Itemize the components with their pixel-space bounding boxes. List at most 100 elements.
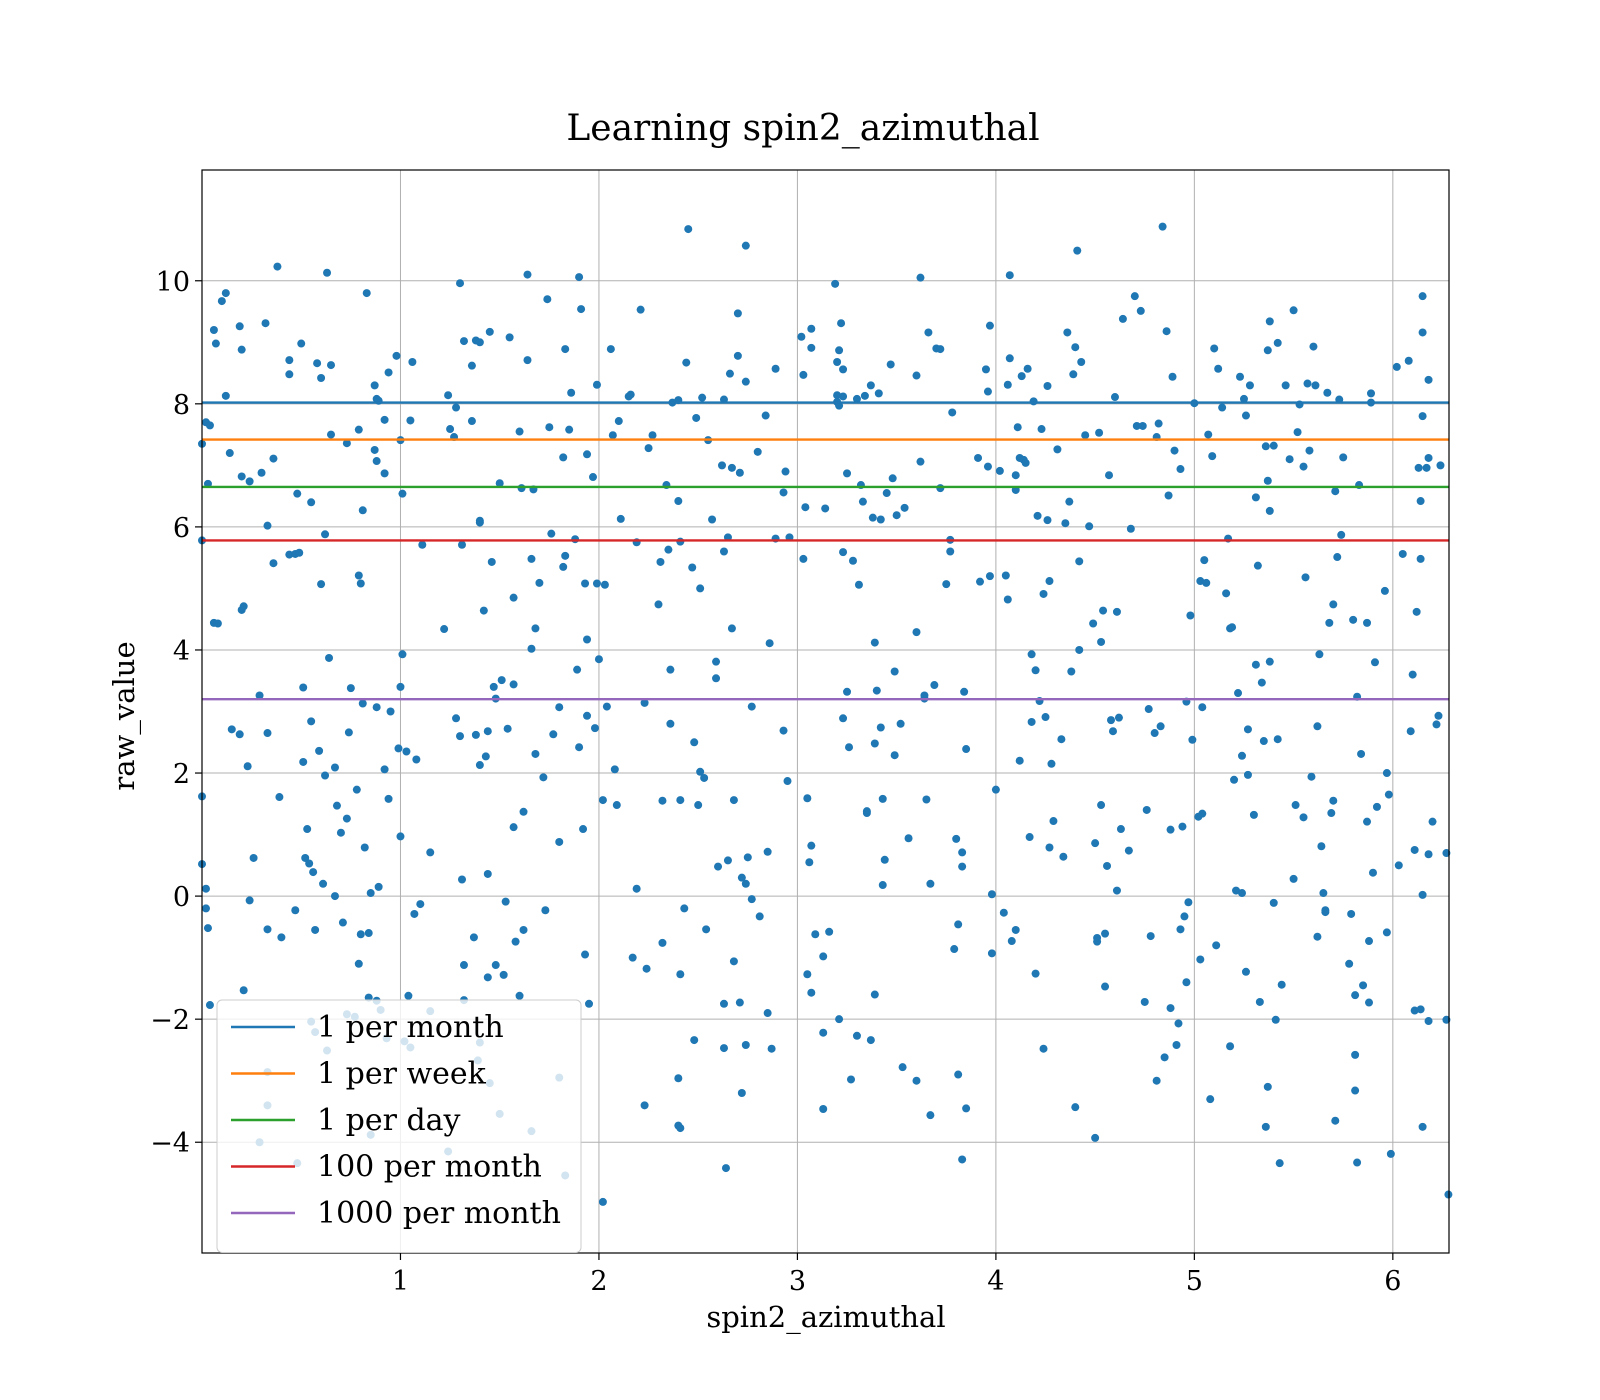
scatter-point <box>1025 833 1034 842</box>
scatter-point <box>1001 571 1010 580</box>
scatter-point <box>664 545 673 554</box>
scatter-point <box>960 687 969 696</box>
scatter-point <box>608 431 617 440</box>
scatter-point <box>559 562 568 571</box>
scatter-point <box>1206 1095 1215 1104</box>
scatter-point <box>1273 735 1282 744</box>
scatter-point <box>1114 713 1123 722</box>
scatter-point <box>721 1164 730 1173</box>
scatter-point <box>1347 909 1356 918</box>
scatter-point <box>1063 328 1072 337</box>
y-axis-label: raw_value <box>107 641 142 790</box>
scatter-point <box>1003 595 1012 604</box>
scatter-point <box>872 686 881 695</box>
scatter-point <box>1005 354 1014 363</box>
scatter-point <box>819 1028 828 1037</box>
scatter-point <box>761 411 770 420</box>
scatter-point <box>696 767 705 776</box>
y-tick-label: 0 <box>173 882 190 913</box>
scatter-point <box>985 572 994 581</box>
scatter-point <box>763 847 772 856</box>
scatter-point <box>354 425 363 434</box>
scatter-point <box>1130 292 1139 301</box>
scatter-point <box>803 970 812 979</box>
scatter-point <box>358 506 367 515</box>
scatter-point <box>203 924 212 933</box>
scatter-point <box>642 964 651 973</box>
scatter-point <box>440 625 449 634</box>
scatter-point <box>714 862 723 871</box>
scatter-point <box>831 279 840 288</box>
scatter-point <box>1263 1082 1272 1091</box>
scatter-point <box>1075 557 1084 566</box>
scatter-point <box>213 619 222 628</box>
scatter-point <box>275 793 284 802</box>
scatter-point <box>1365 937 1374 946</box>
scatter-point <box>1067 667 1076 676</box>
scatter-point <box>1351 991 1360 1000</box>
scatter-point <box>1412 607 1421 616</box>
scatter-point <box>217 297 226 306</box>
scatter-point <box>1418 292 1427 301</box>
scatter-point <box>797 332 806 341</box>
scatter-point <box>386 707 395 716</box>
x-axis-label: spin2_azimuthal <box>706 1300 945 1335</box>
scatter-point <box>1239 394 1248 403</box>
scatter-point <box>205 1001 214 1010</box>
scatter-point <box>317 373 326 382</box>
scatter-point <box>712 657 721 666</box>
scatter-point <box>1037 425 1046 434</box>
scatter-point <box>1146 932 1155 941</box>
scatter-point <box>876 515 885 524</box>
scatter-point <box>358 699 367 708</box>
y-tick-label: 10 <box>156 267 190 298</box>
scatter-point <box>1089 619 1098 628</box>
y-tick-label: 4 <box>173 636 190 667</box>
scatter-point <box>269 559 278 568</box>
scatter-point <box>263 521 272 530</box>
scatter-point <box>1305 446 1314 455</box>
scatter-point <box>598 1197 607 1206</box>
scatter-point <box>1200 556 1209 565</box>
scatter-point <box>412 755 421 764</box>
scatter-point <box>245 477 254 486</box>
scatter-point <box>1406 727 1415 736</box>
scatter-point <box>1309 342 1318 351</box>
scatter-point <box>330 892 339 901</box>
scatter-point <box>1156 722 1165 731</box>
scatter-point <box>1325 618 1334 627</box>
scatter-point <box>313 359 322 368</box>
scatter-point <box>555 703 564 712</box>
scatter-point <box>763 1009 772 1018</box>
scatter-point <box>926 1111 935 1120</box>
scatter-point <box>974 453 983 462</box>
scatter-point <box>543 295 552 304</box>
scatter-point <box>1230 775 1239 784</box>
scatter-point <box>491 961 500 970</box>
scatter-point <box>712 674 721 683</box>
scatter-point <box>1027 650 1036 659</box>
scatter-point <box>1281 381 1290 390</box>
scatter-point <box>299 757 308 766</box>
scatter-point <box>900 503 909 512</box>
scatter-point <box>1261 1122 1270 1131</box>
scatter-point <box>890 751 899 760</box>
scatter-point <box>1289 874 1298 883</box>
scatter-point <box>352 785 361 794</box>
scatter-point <box>1416 497 1425 506</box>
scatter-point <box>301 853 310 862</box>
scatter-point <box>1301 573 1310 582</box>
scatter-point <box>583 450 592 459</box>
scatter-point <box>549 730 558 739</box>
scatter-point <box>370 381 379 390</box>
scatter-point <box>1428 817 1437 826</box>
scatter-point <box>1081 431 1090 440</box>
scatter-point <box>845 743 854 752</box>
scatter-point <box>1243 725 1252 734</box>
scatter-point <box>573 665 582 674</box>
scatter-point <box>1005 271 1014 280</box>
scatter-point <box>285 356 294 365</box>
scatter-point <box>527 554 536 563</box>
scatter-point <box>527 644 536 653</box>
scatter-point <box>648 431 657 440</box>
